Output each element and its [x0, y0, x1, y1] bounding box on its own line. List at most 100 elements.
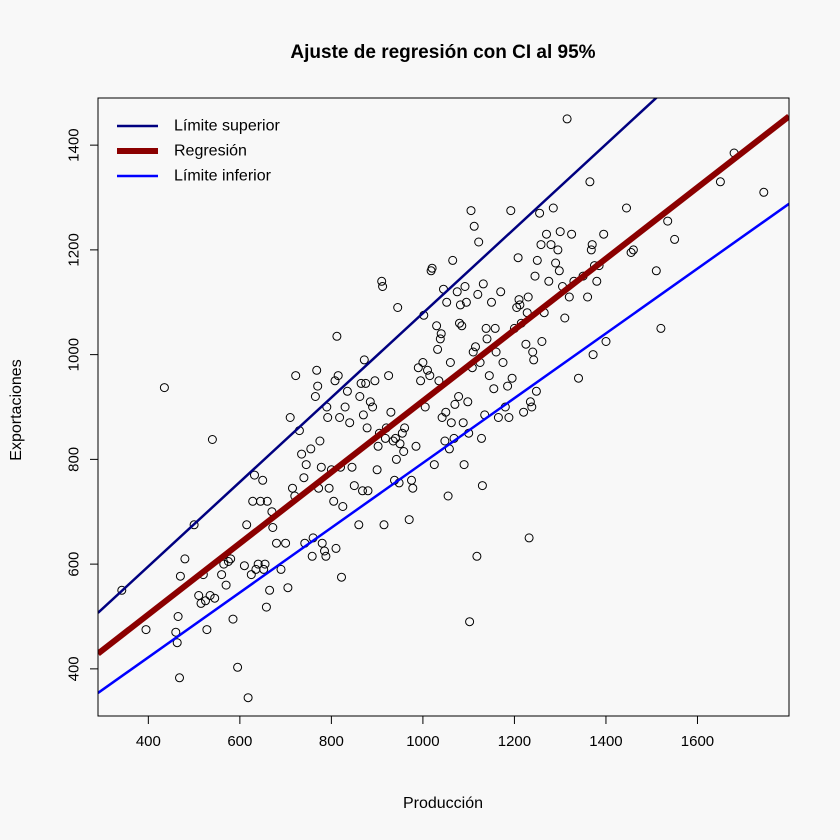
- data-point: [551, 258, 561, 268]
- data-point: [469, 221, 479, 231]
- data-point: [250, 470, 259, 480]
- data-point: [418, 358, 428, 367]
- legend: Límite superior Regresión Límite inferior: [117, 118, 280, 185]
- data-point: [592, 276, 602, 286]
- data-point: [180, 554, 190, 564]
- y-tick-label: 400: [66, 656, 83, 681]
- data-point: [493, 413, 503, 422]
- data-point: [477, 481, 487, 491]
- data-point: [548, 203, 558, 213]
- data-point: [368, 402, 378, 412]
- data-point: [335, 413, 345, 422]
- data-point: [358, 410, 368, 420]
- data-point: [583, 292, 593, 302]
- data-point: [481, 323, 491, 333]
- data-point: [530, 271, 540, 281]
- data-point: [491, 347, 501, 357]
- fit-line-0: [98, 98, 658, 614]
- data-point: [172, 638, 182, 648]
- data-point: [205, 591, 215, 600]
- data-point: [599, 229, 609, 239]
- data-point: [472, 551, 482, 561]
- x-tick-label: 400: [136, 733, 161, 750]
- data-point: [441, 407, 451, 417]
- data-point: [564, 292, 574, 302]
- data-point: [585, 177, 595, 187]
- data-point: [362, 423, 372, 433]
- fit-lines: [98, 98, 789, 694]
- data-point: [349, 481, 359, 491]
- data-point: [370, 376, 380, 386]
- data-point: [435, 334, 445, 344]
- data-point: [316, 462, 326, 472]
- data-point: [340, 402, 350, 412]
- data-point: [258, 475, 268, 485]
- data-point: [301, 460, 311, 470]
- data-point: [626, 248, 636, 257]
- data-point: [210, 593, 220, 603]
- data-point: [574, 373, 583, 383]
- data-point: [436, 329, 446, 339]
- data-point: [715, 177, 725, 187]
- data-point: [519, 407, 529, 417]
- data-point: [365, 397, 375, 407]
- fit-line-2: [98, 202, 789, 694]
- data-point: [194, 591, 204, 600]
- data-point: [562, 114, 572, 124]
- data-point: [496, 287, 506, 297]
- data-point: [454, 392, 464, 401]
- data-point: [460, 282, 470, 291]
- chart-title: Ajuste de regresión con CI al 95%: [290, 42, 595, 63]
- data-point: [189, 520, 199, 530]
- data-point: [354, 520, 364, 530]
- data-point: [372, 465, 382, 475]
- y-tick-label: 600: [66, 552, 83, 577]
- data-point: [542, 229, 551, 239]
- data-point: [433, 344, 443, 354]
- data-point: [219, 559, 229, 569]
- data-point: [452, 287, 462, 297]
- data-point: [489, 384, 499, 394]
- data-point: [484, 371, 494, 381]
- data-point: [233, 662, 243, 672]
- data-point: [226, 554, 236, 564]
- data-point: [338, 502, 348, 511]
- x-axis-label: Producción: [403, 795, 483, 812]
- data-point: [361, 378, 371, 388]
- data-point: [173, 612, 183, 621]
- data-point: [531, 386, 541, 396]
- data-point: [196, 598, 206, 608]
- data-point: [342, 386, 352, 396]
- data-point: [477, 433, 486, 443]
- data-point: [408, 483, 418, 493]
- data-point: [243, 693, 253, 703]
- data-point: [261, 602, 271, 612]
- legend-label: Regresión: [174, 143, 247, 160]
- data-point: [432, 321, 442, 331]
- data-point: [171, 627, 181, 637]
- data-point: [651, 266, 661, 276]
- data-point: [315, 436, 325, 446]
- data-point: [320, 546, 329, 556]
- data-point: [446, 418, 456, 428]
- data-point: [411, 441, 421, 451]
- data-point: [331, 543, 341, 553]
- data-point: [440, 436, 450, 446]
- data-point: [601, 337, 611, 346]
- data-point: [670, 234, 680, 244]
- data-point: [373, 441, 383, 451]
- x-tick-label: 600: [227, 733, 252, 750]
- data-point: [285, 413, 295, 422]
- data-point: [463, 397, 473, 407]
- data-point: [175, 571, 185, 581]
- data-point: [141, 625, 151, 635]
- data-point: [221, 580, 231, 590]
- data-point: [395, 439, 405, 449]
- data-point: [242, 520, 252, 530]
- data-point: [663, 216, 673, 226]
- x-tick-label: 1400: [589, 733, 622, 750]
- data-point: [448, 255, 458, 265]
- data-point: [474, 237, 484, 247]
- data-point: [588, 350, 598, 360]
